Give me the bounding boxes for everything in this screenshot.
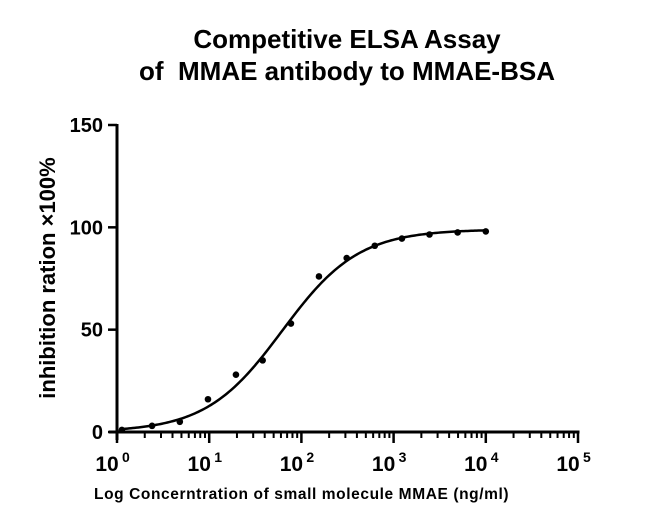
x-tick-exponent: 2	[306, 449, 314, 465]
fit-curve	[121, 229, 486, 431]
x-tick-label: 10	[95, 453, 118, 476]
data-point	[343, 254, 351, 262]
data-point	[398, 235, 406, 242]
x-tick-label: 10	[280, 453, 303, 476]
data-point	[118, 426, 126, 434]
x-axis-label: Log Concerntration of small molecule MMA…	[94, 486, 510, 503]
x-tick-exponent: 1	[214, 449, 222, 465]
chart-title-line2: of MMAE antibody to MMAE-BSA	[139, 56, 555, 86]
y-tick-label: 0	[92, 422, 103, 444]
x-tick-exponent: 0	[122, 449, 130, 465]
data-point	[148, 422, 156, 430]
data-point	[204, 395, 212, 403]
data-point	[287, 320, 295, 327]
data-points	[118, 228, 490, 434]
axes	[108, 123, 580, 443]
data-point	[232, 371, 240, 378]
data-point	[482, 228, 490, 235]
data-point	[176, 418, 184, 426]
y-tick-label: 150	[70, 115, 103, 137]
data-point	[426, 231, 433, 238]
data-point	[259, 357, 266, 364]
y-tick-label: 50	[81, 320, 103, 342]
data-point	[315, 273, 323, 280]
x-tick-exponent: 4	[491, 449, 499, 465]
x-tick-exponent: 3	[399, 449, 407, 465]
chart-title-line1: Competitive ELSA Assay	[193, 24, 501, 54]
data-point	[454, 229, 461, 236]
x-tick-label: 10	[188, 453, 211, 476]
x-tick-label: 10	[464, 453, 487, 476]
sigmoid-fit-line	[121, 229, 486, 431]
x-tick-exponent: 5	[583, 449, 591, 465]
data-point	[371, 242, 379, 250]
x-tick-label: 10	[556, 453, 579, 476]
x-tick-label: 10	[372, 453, 395, 476]
y-tick-label: 100	[70, 217, 103, 239]
